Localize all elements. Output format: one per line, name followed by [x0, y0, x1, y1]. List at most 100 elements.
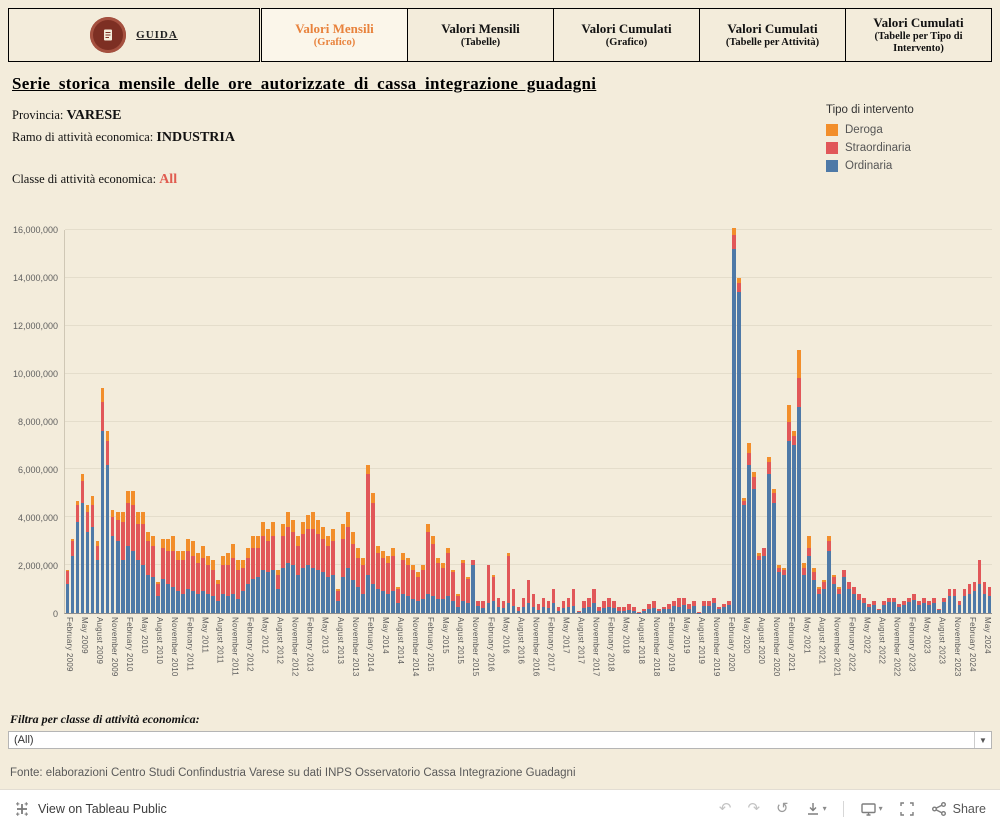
- stacked-bar[interactable]: [717, 601, 721, 613]
- stacked-bar[interactable]: [386, 555, 391, 613]
- stacked-bar[interactable]: [516, 601, 521, 613]
- stacked-bar[interactable]: [887, 594, 892, 613]
- stacked-bar[interactable]: [311, 512, 315, 613]
- stacked-bar[interactable]: [421, 565, 426, 613]
- tab-valori-cumulati-tabelle-attivita[interactable]: Valori Cumulati (Tabelle per Attività): [699, 8, 846, 62]
- stacked-bar[interactable]: [747, 443, 751, 613]
- fullscreen-button[interactable]: [899, 801, 915, 817]
- stacked-bar[interactable]: [596, 601, 601, 613]
- stacked-bar[interactable]: [356, 548, 361, 613]
- stacked-bar[interactable]: [927, 596, 932, 613]
- stacked-bar[interactable]: [962, 589, 967, 613]
- stacked-bar[interactable]: [957, 596, 962, 613]
- stacked-bar[interactable]: [626, 599, 631, 613]
- stacked-bar[interactable]: [611, 596, 616, 613]
- stacked-bar[interactable]: [276, 569, 280, 613]
- stacked-bar[interactable]: [606, 594, 611, 613]
- stacked-bar[interactable]: [301, 522, 305, 613]
- stacked-bar[interactable]: [566, 594, 571, 613]
- stacked-bar[interactable]: [135, 512, 140, 613]
- stacked-bar[interactable]: [571, 589, 576, 613]
- stacked-bar[interactable]: [306, 514, 310, 613]
- stacked-bar[interactable]: [807, 536, 811, 613]
- stacked-bar[interactable]: [491, 574, 496, 613]
- stacked-bar[interactable]: [646, 599, 651, 613]
- stacked-bar[interactable]: [581, 596, 586, 613]
- stacked-bar[interactable]: [341, 524, 345, 613]
- stacked-bar[interactable]: [862, 594, 867, 613]
- stacked-bar[interactable]: [817, 586, 822, 613]
- stacked-bar[interactable]: [95, 541, 100, 613]
- stacked-bar[interactable]: [481, 596, 486, 613]
- stacked-bar[interactable]: [406, 557, 411, 613]
- stacked-bar[interactable]: [732, 227, 736, 613]
- stacked-bar[interactable]: [917, 596, 922, 613]
- tab-valori-mensili-grafico[interactable]: Valori Mensili (Grafico): [261, 8, 408, 62]
- stacked-bar[interactable]: [922, 594, 927, 613]
- stacked-bar[interactable]: [631, 601, 636, 613]
- stacked-bar[interactable]: [85, 505, 90, 613]
- stacked-bar[interactable]: [291, 519, 295, 613]
- stacked-bar[interactable]: [175, 550, 180, 613]
- stacked-bar[interactable]: [326, 536, 330, 613]
- stacked-bar[interactable]: [656, 603, 661, 613]
- stacked-bar[interactable]: [952, 589, 957, 613]
- stacked-bar[interactable]: [727, 596, 731, 613]
- stacked-bar[interactable]: [261, 522, 265, 613]
- stacked-bar[interactable]: [286, 512, 290, 613]
- stacked-bar[interactable]: [541, 594, 546, 613]
- stacked-bar[interactable]: [170, 536, 175, 613]
- stacked-bar[interactable]: [892, 594, 897, 613]
- stacked-bar[interactable]: [847, 581, 852, 613]
- download-button[interactable]: ▾: [805, 801, 827, 817]
- stacked-bar[interactable]: [195, 553, 200, 613]
- stacked-bar[interactable]: [947, 589, 952, 613]
- stacked-bar[interactable]: [351, 531, 355, 613]
- stacked-bar[interactable]: [757, 553, 761, 613]
- stacked-bar[interactable]: [912, 591, 917, 613]
- stacked-bar[interactable]: [130, 490, 135, 613]
- view-on-tableau-public-link[interactable]: View on Tableau Public: [14, 801, 167, 817]
- stacked-bar[interactable]: [155, 581, 160, 613]
- stacked-bar[interactable]: [361, 557, 366, 613]
- stacked-bar[interactable]: [235, 560, 240, 613]
- stacked-bar[interactable]: [536, 599, 541, 613]
- stacked-bar[interactable]: [752, 471, 756, 613]
- stacked-bar[interactable]: [346, 512, 350, 613]
- stacked-bar[interactable]: [787, 404, 791, 613]
- stacked-bar[interactable]: [691, 596, 696, 613]
- stacked-bar[interactable]: [832, 574, 837, 613]
- stacked-bar[interactable]: [391, 548, 396, 613]
- stacked-bar[interactable]: [245, 548, 250, 613]
- stacked-bar[interactable]: [366, 464, 371, 613]
- stacked-bar[interactable]: [526, 579, 531, 613]
- stacked-bar[interactable]: [601, 596, 606, 613]
- stacked-bar[interactable]: [666, 599, 671, 613]
- stacked-bar[interactable]: [486, 565, 491, 613]
- stacked-bar[interactable]: [706, 596, 711, 613]
- stacked-bar[interactable]: [371, 493, 376, 613]
- stacked-bar[interactable]: [466, 577, 471, 613]
- stacked-bar[interactable]: [972, 581, 977, 613]
- stacked-bar[interactable]: [742, 498, 746, 613]
- stacked-bar[interactable]: [837, 586, 842, 613]
- stacked-bar[interactable]: [105, 431, 110, 613]
- stacked-bar[interactable]: [882, 596, 887, 613]
- stacked-bar[interactable]: [411, 565, 416, 613]
- stacked-bar[interactable]: [321, 526, 325, 613]
- stacked-bar[interactable]: [431, 536, 436, 613]
- classe-filter-dropdown[interactable]: (All) ▼: [8, 731, 992, 749]
- guida-button[interactable]: GUIDA: [8, 8, 260, 62]
- stacked-bar[interactable]: [150, 536, 155, 613]
- stacked-bar[interactable]: [737, 277, 741, 613]
- stacked-bar[interactable]: [401, 553, 406, 613]
- stacked-bar[interactable]: [937, 603, 942, 613]
- stacked-bar[interactable]: [240, 560, 245, 613]
- stacked-bar[interactable]: [205, 555, 210, 613]
- stacked-bar[interactable]: [842, 569, 847, 613]
- stacked-bar[interactable]: [987, 586, 992, 613]
- stacked-bar[interactable]: [782, 567, 786, 613]
- stacked-bar[interactable]: [792, 431, 796, 613]
- redo-icon[interactable]: ↷: [747, 800, 761, 817]
- stacked-bar[interactable]: [210, 560, 215, 613]
